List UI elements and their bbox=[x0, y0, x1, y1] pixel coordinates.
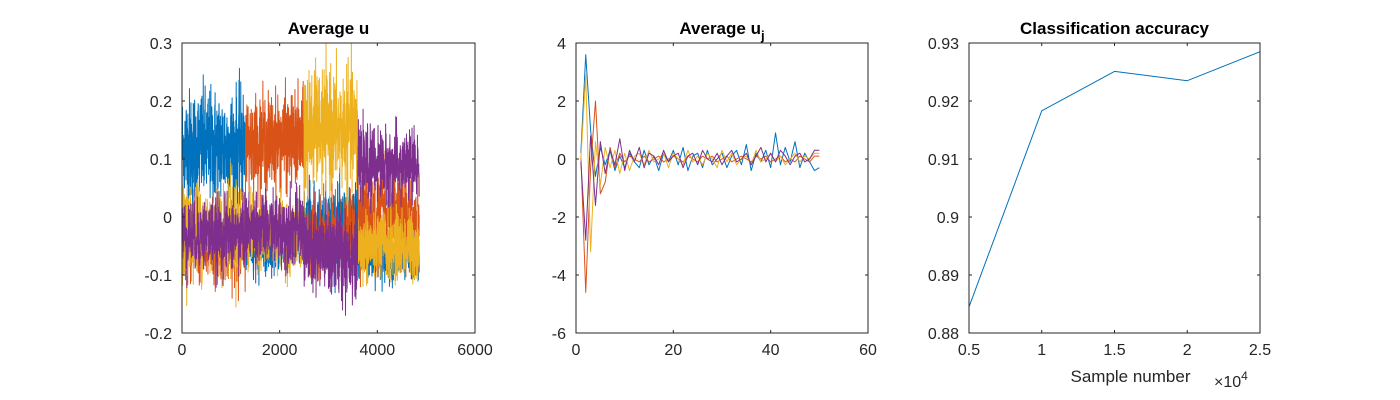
average-uj-series-group bbox=[580, 54, 820, 293]
average-uj-series-line-2 bbox=[580, 100, 820, 293]
average-u-y-tick-label: 0.1 bbox=[150, 152, 172, 169]
classification-accuracy-x-tick-label: 1 bbox=[1037, 342, 1046, 359]
classification-accuracy-x-tick-label: 0.5 bbox=[958, 342, 980, 359]
average-uj-y-tick-label: 0 bbox=[557, 152, 566, 169]
average-u-x-tick-label: 4000 bbox=[360, 342, 396, 359]
classification-accuracy-y-tick-label: 0.93 bbox=[928, 36, 959, 53]
average-u-series-group bbox=[182, 43, 420, 316]
classification-accuracy-x-tick-label: 2.5 bbox=[1249, 342, 1271, 359]
average-u-title: Average u bbox=[288, 19, 370, 38]
average-u-axes-box bbox=[181, 42, 476, 334]
average-uj-x-tick-label: 0 bbox=[572, 342, 581, 359]
classification-accuracy-x-tick-label: 1.5 bbox=[1103, 342, 1125, 359]
average-u-y-tick-label: 0 bbox=[163, 210, 172, 227]
classification-accuracy-y-tick-label: 0.91 bbox=[928, 152, 959, 169]
average-uj-y-tick-label: -4 bbox=[552, 268, 566, 285]
average-u-y-tick-label: -0.2 bbox=[144, 326, 172, 343]
average-uj-y-tick-label: 4 bbox=[557, 36, 566, 53]
average-uj-title-text: Average u bbox=[679, 19, 761, 38]
classification-accuracy-x-multiplier-exponent: 4 bbox=[1241, 369, 1248, 383]
chart-average-uj: 0 20 40 60 -6 -4 -2 0 2 4 Average uj bbox=[552, 19, 877, 359]
average-uj-x-tick-label: 40 bbox=[762, 342, 780, 359]
average-uj-series-line-4 bbox=[580, 135, 820, 241]
average-u-x-tick-label: 0 bbox=[178, 342, 187, 359]
average-uj-y-tick-label: -2 bbox=[552, 210, 566, 227]
chart-average-u: 0 2000 4000 6000 -0.2 -0.1 0 0.1 0.2 0.3 Average u bbox=[144, 19, 492, 359]
classification-accuracy-x-axis-label: Sample number bbox=[1070, 367, 1190, 386]
average-uj-axes-box bbox=[575, 42, 869, 334]
chart-classification-accuracy: 0.5 1 1.5 2 2.5 0.88 0.89 0.9 0.91 0.92 0.93 Classi… bbox=[928, 19, 1271, 391]
classification-accuracy-x-multiplier-base: ×10 bbox=[1214, 374, 1241, 391]
classification-accuracy-x-tick-label: 2 bbox=[1183, 342, 1192, 359]
classification-accuracy-title: Classification accuracy bbox=[1020, 19, 1210, 38]
classification-accuracy-y-tick-label: 0.88 bbox=[928, 326, 959, 343]
classification-accuracy-x-multiplier: ×104 bbox=[1214, 369, 1248, 391]
classification-accuracy-series-group bbox=[969, 51, 1260, 308]
average-u-title-text: Average u bbox=[288, 19, 370, 38]
average-uj-series-line-3 bbox=[580, 74, 820, 253]
average-uj-x-tick-label: 20 bbox=[664, 342, 682, 359]
classification-accuracy-y-tick-label: 0.92 bbox=[928, 94, 959, 111]
average-uj-title-subscript: j bbox=[760, 28, 765, 43]
average-uj-x-tick-label: 60 bbox=[859, 342, 877, 359]
average-u-x-tick-label: 6000 bbox=[457, 342, 493, 359]
average-u-y-tick-label: 0.3 bbox=[150, 36, 172, 53]
average-u-series-line-4 bbox=[182, 108, 420, 316]
average-u-y-tick-label: -0.1 bbox=[144, 268, 172, 285]
average-u-y-tick-label: 0.2 bbox=[150, 94, 172, 111]
average-u-x-tick-label: 2000 bbox=[262, 342, 298, 359]
average-uj-title: Average uj bbox=[679, 19, 764, 43]
classification-accuracy-y-tick-label: 0.9 bbox=[937, 210, 959, 227]
classification-accuracy-y-tick-label: 0.89 bbox=[928, 268, 959, 285]
classification-accuracy-title-text: Classification accuracy bbox=[1020, 19, 1210, 38]
average-uj-y-tick-label: 2 bbox=[557, 94, 566, 111]
classification-accuracy-series-line-1 bbox=[969, 51, 1260, 308]
average-uj-y-tick-label: -6 bbox=[552, 326, 566, 343]
